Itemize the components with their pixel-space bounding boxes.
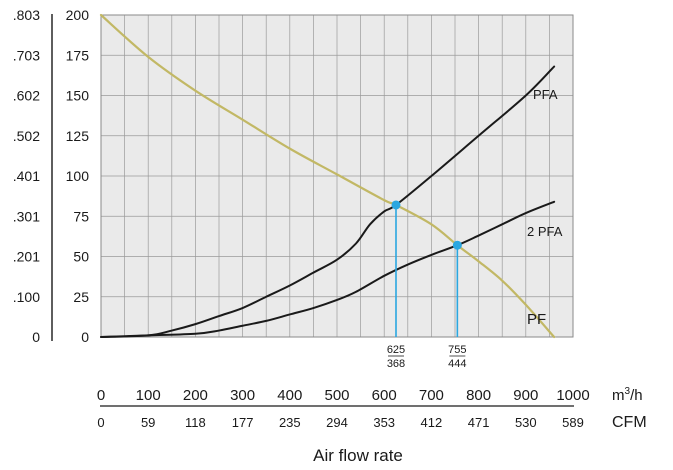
left-axis-tick-label: .803	[13, 7, 40, 23]
left-axis-tick-label: .201	[13, 249, 40, 265]
series-line-2-pfa	[100, 200, 556, 338]
x-axis-tick-label: 600	[372, 387, 397, 404]
x-axis-title: Air flow rate	[313, 446, 403, 465]
cfm-tick-label: 530	[515, 415, 537, 430]
left-axis-tick-label: .100	[13, 289, 40, 305]
left-axis: 0 .100 .201 .301 .401 .502 .602 .703 .803	[13, 7, 53, 345]
operating-point-label-bottom: 368	[387, 358, 405, 370]
x-axis-tick-label: 500	[324, 387, 349, 404]
cfm-tick-label: 294	[326, 415, 348, 430]
left-axis-tick-label: .502	[13, 128, 40, 144]
x-axis-tick-label: 100	[136, 387, 161, 404]
cfm-tick-label: 235	[279, 415, 301, 430]
operating-point-label-top: 625	[387, 344, 405, 356]
y-axis-tick-label: 200	[66, 7, 90, 23]
x-axis-tick-label: 400	[277, 387, 302, 404]
cfm-tick-label: 177	[232, 415, 254, 430]
series-layer: PFA 2 PFA PF	[99, 13, 563, 339]
operating-point-marker	[452, 240, 462, 250]
cfm-tick-label: 118	[185, 415, 206, 430]
right-axis: 0 25 50 75 100 125 150 175 200	[66, 7, 90, 345]
grid	[100, 14, 574, 338]
y-axis-tick-label: 100	[66, 168, 90, 184]
y-axis-tick-label: 125	[66, 128, 90, 144]
left-axis-tick-label: .703	[13, 47, 40, 63]
y-axis-tick-label: 0	[81, 329, 89, 345]
operating-point-marker	[391, 200, 401, 210]
y-axis-tick-label: 175	[66, 47, 90, 63]
left-axis-tick-label: 0	[32, 329, 40, 345]
bottom-axes: m3/h CFM Air flow rate 0 100 200 300 400 500 6…	[97, 386, 647, 465]
operating-point-label-bottom: 444	[448, 358, 466, 370]
y-axis-tick-label: 75	[73, 208, 89, 224]
cfm-tick-label: 589	[562, 415, 584, 430]
left-axis-tick-label: .602	[13, 88, 40, 104]
series-line-pfa	[100, 65, 556, 338]
series-line-pf	[99, 13, 556, 339]
x-axis-tick-label: 700	[419, 387, 444, 404]
operating-points: 625 368 755 444	[387, 200, 467, 370]
series-label-pfa: PFA	[533, 87, 558, 102]
y-axis-tick-label: 150	[66, 88, 90, 104]
x-axis-tick-label: 1000	[556, 387, 589, 404]
x-axis-primary-unit: m3/h	[612, 386, 643, 404]
cfm-tick-label: 353	[373, 415, 395, 430]
cfm-tick-label: 412	[421, 415, 443, 430]
series-label-2-pfa: 2 PFA	[527, 224, 563, 239]
plot-border	[100, 14, 574, 338]
left-axis-tick-label: .301	[13, 208, 40, 224]
x-axis-secondary-unit: CFM	[612, 414, 647, 431]
cfm-tick-label: 471	[468, 415, 490, 430]
x-axis-tick-label: 0	[97, 387, 105, 404]
x-axis-tick-label: 200	[183, 387, 208, 404]
cfm-tick-label: 0	[97, 415, 104, 430]
cfm-tick-label: 59	[141, 415, 155, 430]
left-axis-tick-label: .401	[13, 168, 40, 184]
y-axis-tick-label: 25	[73, 289, 89, 305]
x-axis-tick-label: 300	[230, 387, 255, 404]
x-axis-tick-label: 800	[466, 387, 491, 404]
y-axis-tick-label: 50	[73, 249, 89, 265]
series-label-pf: PF	[527, 311, 546, 328]
x-axis-tick-label: 900	[513, 387, 538, 404]
operating-point-label-top: 755	[448, 344, 466, 356]
